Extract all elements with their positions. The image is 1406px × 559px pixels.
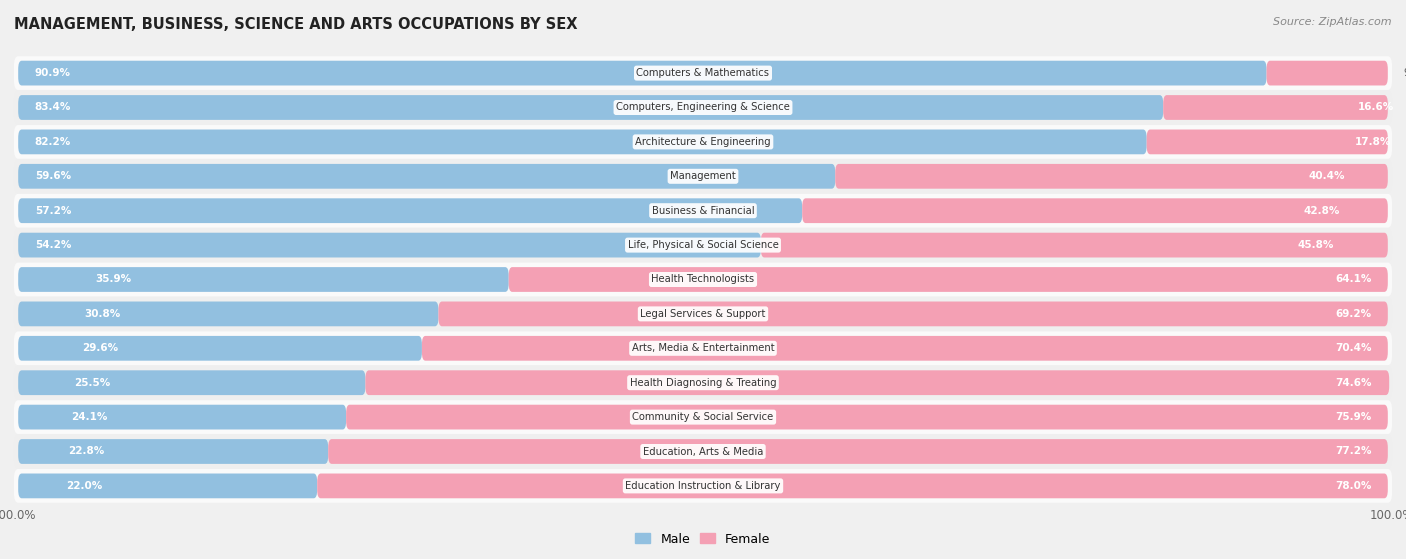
Text: 16.6%: 16.6% (1358, 102, 1393, 112)
Text: Life, Physical & Social Science: Life, Physical & Social Science (627, 240, 779, 250)
Text: 40.4%: 40.4% (1309, 171, 1346, 181)
Text: 77.2%: 77.2% (1334, 447, 1371, 457)
Text: Community & Social Service: Community & Social Service (633, 412, 773, 422)
FancyBboxPatch shape (1147, 130, 1388, 154)
Text: Computers, Engineering & Science: Computers, Engineering & Science (616, 102, 790, 112)
FancyBboxPatch shape (14, 331, 1392, 365)
Text: 57.2%: 57.2% (35, 206, 72, 216)
FancyBboxPatch shape (14, 159, 1392, 193)
FancyBboxPatch shape (18, 405, 346, 429)
Text: Computers & Mathematics: Computers & Mathematics (637, 68, 769, 78)
Text: 75.9%: 75.9% (1336, 412, 1371, 422)
FancyBboxPatch shape (18, 198, 803, 223)
Text: 90.9%: 90.9% (35, 68, 70, 78)
FancyBboxPatch shape (803, 198, 1388, 223)
Text: Legal Services & Support: Legal Services & Support (640, 309, 766, 319)
Text: MANAGEMENT, BUSINESS, SCIENCE AND ARTS OCCUPATIONS BY SEX: MANAGEMENT, BUSINESS, SCIENCE AND ARTS O… (14, 17, 578, 32)
Text: 35.9%: 35.9% (96, 274, 131, 285)
Text: Arts, Media & Entertainment: Arts, Media & Entertainment (631, 343, 775, 353)
FancyBboxPatch shape (18, 233, 761, 258)
FancyBboxPatch shape (14, 263, 1392, 296)
Text: 59.6%: 59.6% (35, 171, 70, 181)
FancyBboxPatch shape (318, 473, 1388, 498)
Text: 83.4%: 83.4% (35, 102, 72, 112)
FancyBboxPatch shape (14, 91, 1392, 124)
Text: Education Instruction & Library: Education Instruction & Library (626, 481, 780, 491)
Text: 22.0%: 22.0% (66, 481, 103, 491)
FancyBboxPatch shape (1267, 61, 1388, 86)
Text: 24.1%: 24.1% (70, 412, 107, 422)
Text: Business & Financial: Business & Financial (652, 206, 754, 216)
Text: Management: Management (671, 171, 735, 181)
FancyBboxPatch shape (18, 473, 318, 498)
FancyBboxPatch shape (14, 366, 1392, 400)
FancyBboxPatch shape (18, 61, 1267, 86)
Text: 45.8%: 45.8% (1298, 240, 1334, 250)
FancyBboxPatch shape (509, 267, 1388, 292)
FancyBboxPatch shape (761, 233, 1388, 258)
Text: 25.5%: 25.5% (73, 378, 110, 388)
Text: 29.6%: 29.6% (82, 343, 118, 353)
Text: 42.8%: 42.8% (1303, 206, 1340, 216)
Text: Architecture & Engineering: Architecture & Engineering (636, 137, 770, 147)
Text: 64.1%: 64.1% (1334, 274, 1371, 285)
Text: Health Diagnosing & Treating: Health Diagnosing & Treating (630, 378, 776, 388)
FancyBboxPatch shape (835, 164, 1388, 189)
Text: 78.0%: 78.0% (1334, 481, 1371, 491)
FancyBboxPatch shape (18, 164, 835, 189)
FancyBboxPatch shape (14, 125, 1392, 159)
FancyBboxPatch shape (18, 336, 422, 361)
FancyBboxPatch shape (18, 439, 328, 464)
FancyBboxPatch shape (18, 130, 1147, 154)
FancyBboxPatch shape (439, 301, 1388, 326)
FancyBboxPatch shape (14, 228, 1392, 262)
FancyBboxPatch shape (18, 301, 439, 326)
FancyBboxPatch shape (14, 297, 1392, 331)
Text: 74.6%: 74.6% (1334, 378, 1371, 388)
FancyBboxPatch shape (14, 194, 1392, 228)
FancyBboxPatch shape (14, 400, 1392, 434)
Text: 30.8%: 30.8% (84, 309, 121, 319)
Text: 17.8%: 17.8% (1355, 137, 1392, 147)
FancyBboxPatch shape (18, 95, 1163, 120)
Legend: Male, Female: Male, Female (630, 528, 776, 551)
FancyBboxPatch shape (14, 435, 1392, 468)
Text: Source: ZipAtlas.com: Source: ZipAtlas.com (1274, 17, 1392, 27)
Text: 82.2%: 82.2% (35, 137, 70, 147)
FancyBboxPatch shape (1163, 95, 1388, 120)
FancyBboxPatch shape (14, 56, 1392, 90)
Text: 22.8%: 22.8% (67, 447, 104, 457)
FancyBboxPatch shape (422, 336, 1388, 361)
FancyBboxPatch shape (366, 370, 1389, 395)
Text: 54.2%: 54.2% (35, 240, 72, 250)
Text: 70.4%: 70.4% (1334, 343, 1371, 353)
FancyBboxPatch shape (346, 405, 1388, 429)
Text: Health Technologists: Health Technologists (651, 274, 755, 285)
Text: 9.1%: 9.1% (1403, 68, 1406, 78)
FancyBboxPatch shape (328, 439, 1388, 464)
Text: 69.2%: 69.2% (1336, 309, 1371, 319)
FancyBboxPatch shape (14, 469, 1392, 503)
FancyBboxPatch shape (18, 370, 366, 395)
Text: Education, Arts & Media: Education, Arts & Media (643, 447, 763, 457)
FancyBboxPatch shape (18, 267, 509, 292)
